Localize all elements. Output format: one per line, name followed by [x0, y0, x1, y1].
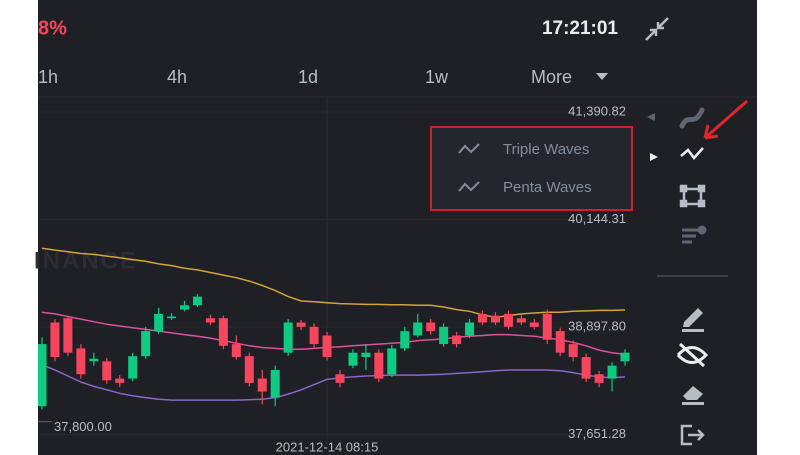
plot: 41,390.82 40,144.31 38,897.80 37,651.28 37,8… — [38, 97, 630, 454]
candle-body — [270, 369, 280, 398]
candle-body — [529, 322, 539, 327]
candle-body — [374, 352, 384, 379]
candles — [38, 247, 630, 410]
annotation-arrow — [703, 99, 748, 140]
candle-body — [102, 361, 112, 381]
candle-body — [607, 365, 617, 379]
candle-body — [555, 331, 565, 353]
candle-body — [361, 352, 371, 358]
crosshair-time: 2021-12-14 08:15 — [276, 439, 379, 454]
collapse-arrow[interactable] — [647, 113, 655, 121]
candle-body — [205, 318, 215, 323]
band-line — [41, 311, 626, 356]
waves-tool[interactable] — [680, 147, 704, 160]
watermark: INANCE — [34, 247, 138, 274]
candle-body — [581, 357, 591, 379]
exit-tool[interactable] — [680, 424, 705, 446]
candle-body — [594, 374, 604, 383]
timeframe-tab[interactable]: 4h — [167, 67, 187, 87]
candle-body — [516, 318, 526, 323]
candle-body — [180, 305, 190, 310]
candle-body — [50, 322, 60, 358]
menu-item[interactable]: Triple Waves — [503, 141, 589, 158]
candle-body — [38, 344, 47, 407]
menu-item-icon — [458, 143, 480, 154]
candle-body — [128, 356, 138, 379]
rect-tool[interactable] — [679, 184, 706, 208]
candle-body — [413, 322, 423, 336]
menu-item[interactable]: Penta Waves — [503, 179, 592, 196]
candle-body — [452, 335, 462, 345]
band-line — [41, 247, 626, 319]
candle-body — [620, 352, 630, 362]
y-tick-label: 38,897.80 — [568, 318, 626, 333]
hide-tool[interactable] — [676, 342, 709, 368]
candle-body — [63, 318, 73, 353]
candle-body — [426, 322, 436, 332]
pencil-tool[interactable] — [682, 308, 704, 332]
sidebar — [647, 107, 728, 446]
candle-body — [167, 316, 177, 319]
candle-body — [231, 344, 241, 358]
candle-body — [465, 322, 475, 336]
candle-body — [154, 313, 164, 332]
candle-body — [218, 318, 228, 346]
more-button[interactable]: More — [531, 67, 572, 87]
candle-body — [542, 313, 552, 340]
candle-body — [503, 313, 513, 327]
candle-body — [439, 326, 449, 345]
candle-body — [296, 322, 306, 327]
candle-body — [283, 322, 293, 353]
y-tick-label: 41,390.82 — [568, 103, 626, 118]
candle-body — [244, 356, 254, 383]
expand-arrow[interactable] — [650, 153, 658, 161]
candle-body — [309, 326, 319, 345]
band-line — [41, 364, 626, 401]
curve-tool[interactable] — [679, 107, 705, 129]
menu-items: Triple Waves Penta Waves — [458, 141, 592, 196]
candle-body — [387, 348, 397, 375]
candle-body — [257, 378, 267, 392]
more-caret — [596, 73, 608, 80]
timeframe-tab[interactable]: 1h — [38, 67, 58, 87]
candle-body — [192, 296, 202, 306]
app-background — [38, 0, 757, 455]
candle-body — [141, 331, 151, 357]
price-change: 8% — [38, 17, 67, 39]
clock: 17:21:01 — [542, 18, 618, 39]
waves-menu — [430, 126, 633, 211]
candle-body — [400, 331, 410, 349]
timeframe-bar: 1h 4h 1d 1w — [38, 67, 449, 87]
candle-body — [89, 358, 99, 362]
fib-tool[interactable] — [682, 225, 707, 244]
collapse-icon[interactable] — [645, 17, 669, 41]
menu-item-icon — [458, 181, 480, 192]
candle-body — [335, 374, 345, 383]
candle-body — [348, 352, 358, 366]
candle-body — [115, 378, 125, 383]
candle-body — [568, 344, 578, 358]
y-tick-label: 40,144.31 — [568, 211, 626, 226]
eraser-tool[interactable] — [682, 386, 704, 405]
candle-body — [490, 315, 500, 323]
timeframe-tab[interactable]: 1d — [298, 67, 318, 87]
candle-body — [322, 335, 332, 358]
crosshair-price: 37,800.00 — [54, 419, 112, 434]
y-tick-label: 37,651.28 — [568, 426, 626, 441]
candle-body — [76, 348, 86, 375]
timeframe-tab[interactable]: 1w — [425, 67, 449, 87]
candle-body — [477, 313, 487, 323]
